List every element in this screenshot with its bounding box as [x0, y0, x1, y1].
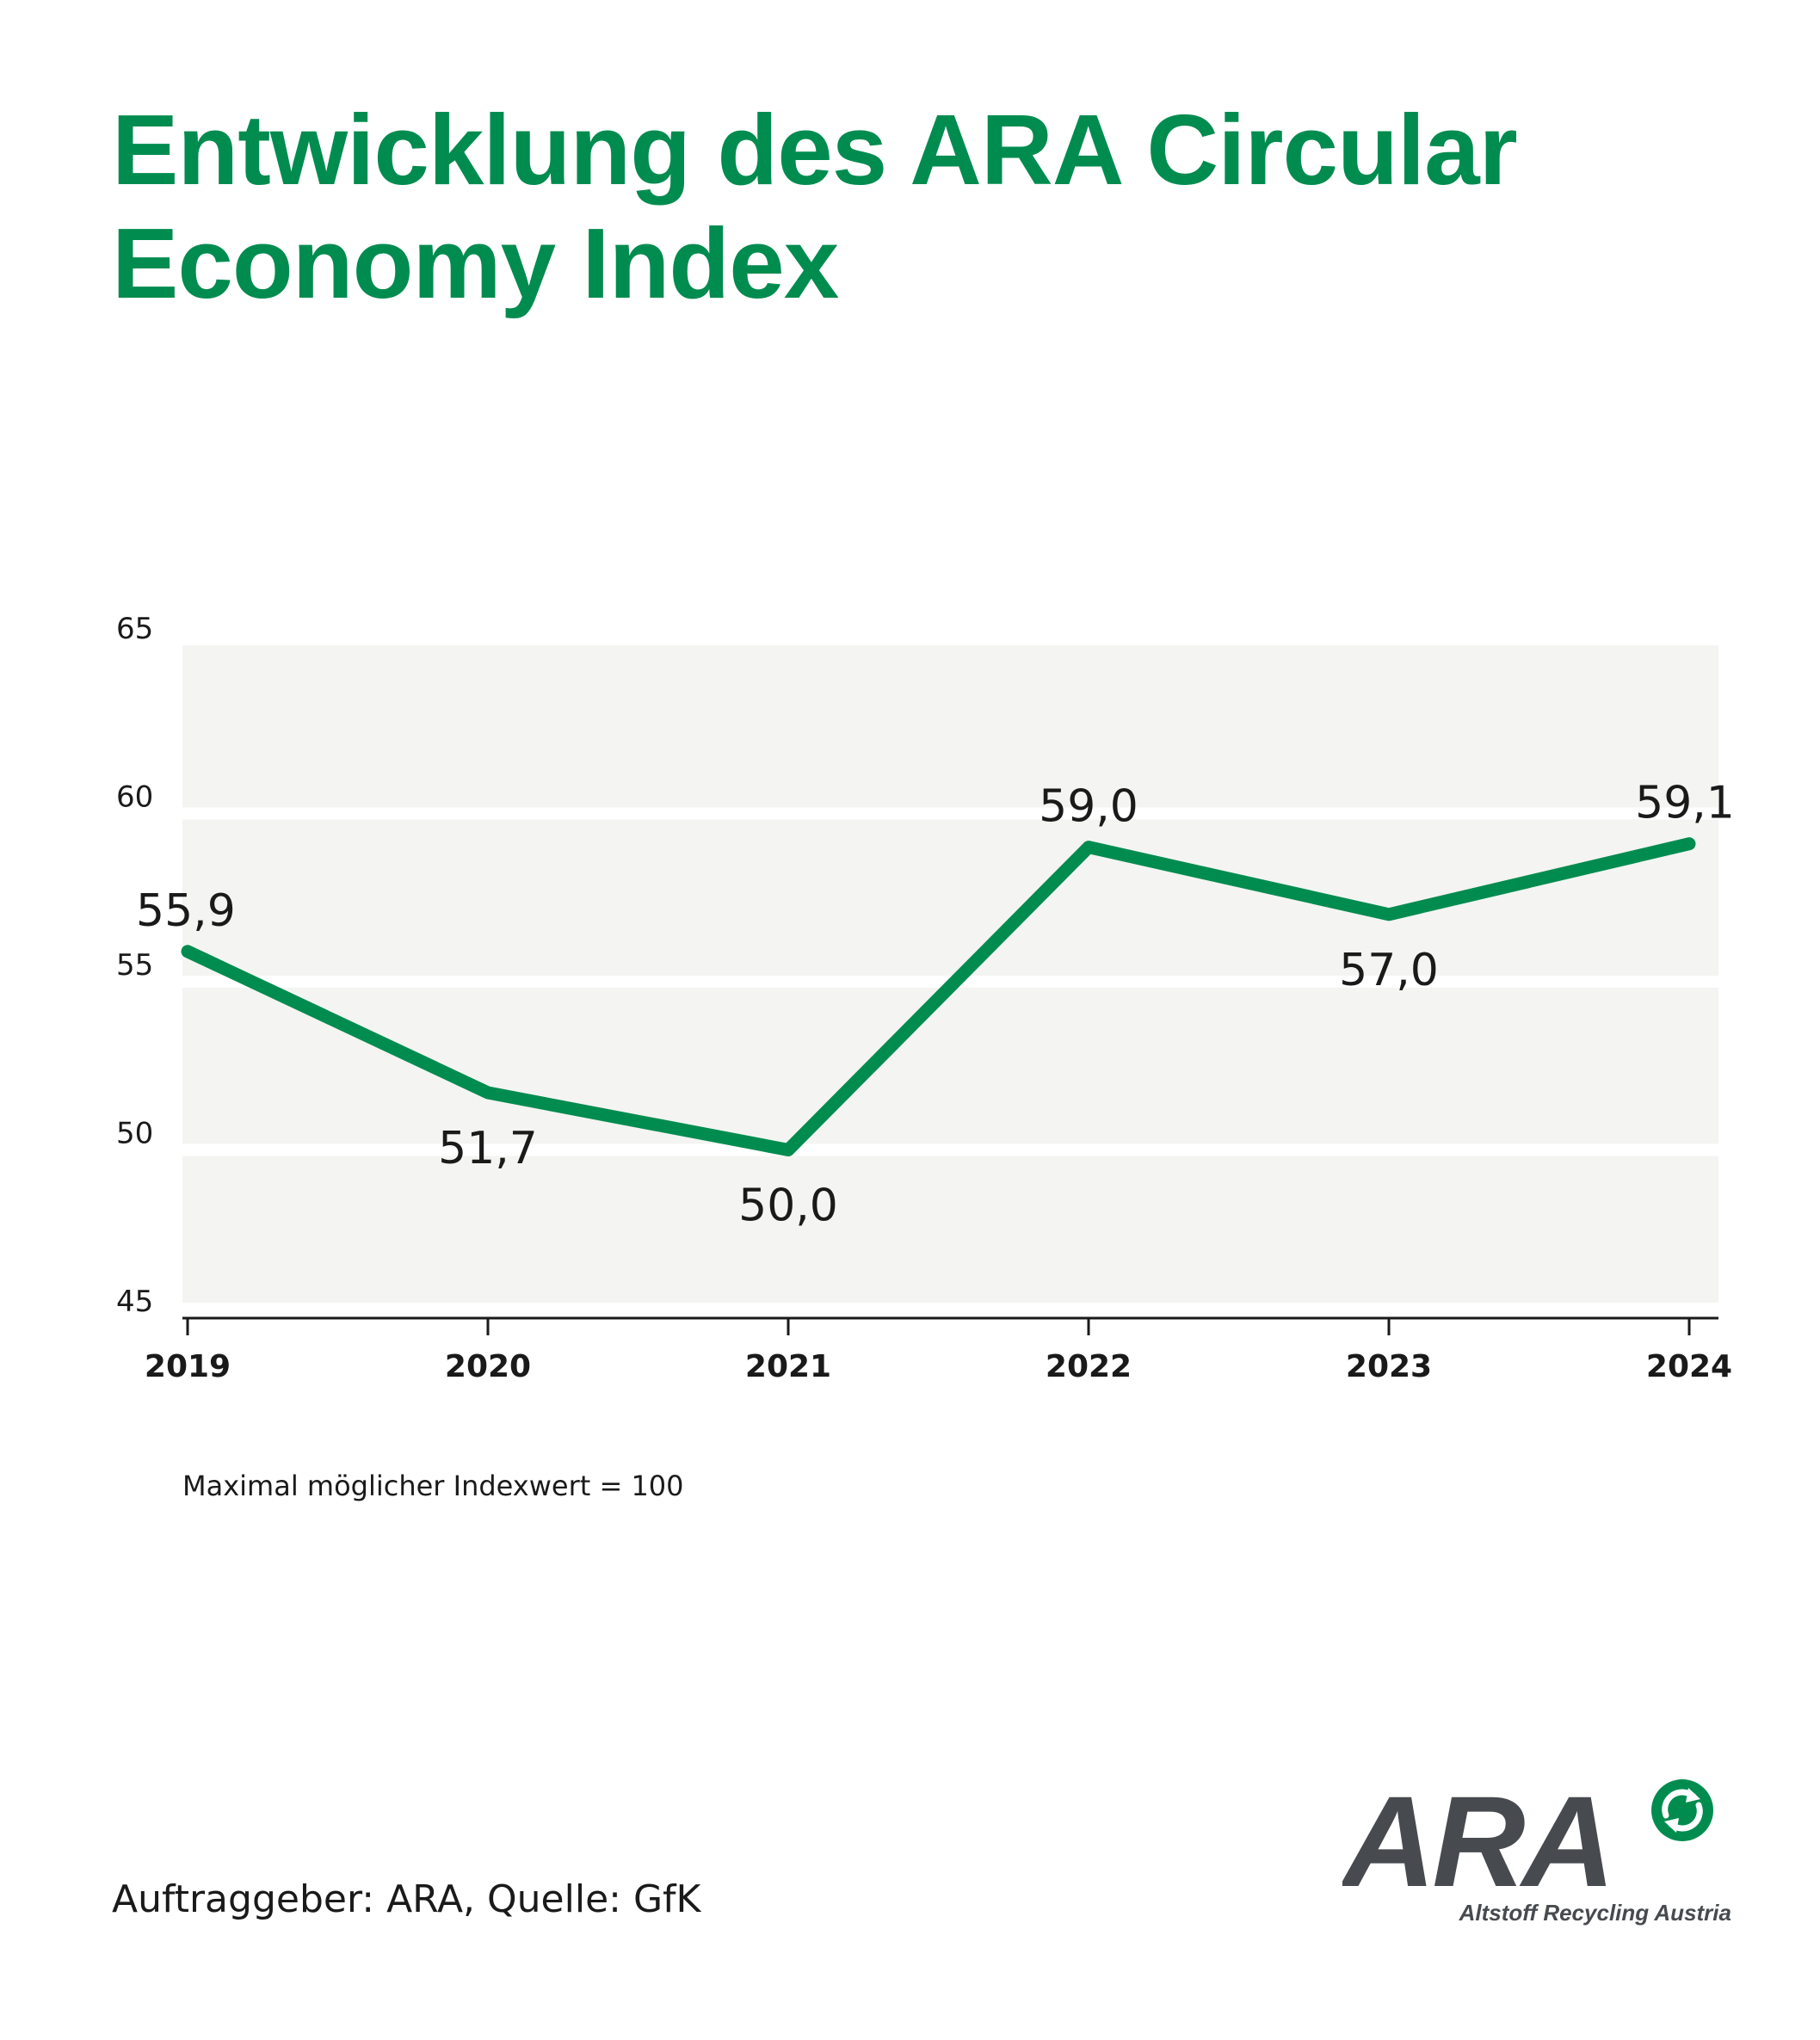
y-tick-label: 60	[116, 780, 153, 815]
x-axis-tick-labels: 2019 2020 2021 2022 2023 2024	[145, 1349, 1732, 1384]
logo-tagline: Altstoff Recycling Austria	[1459, 1900, 1731, 1926]
plot-band	[182, 988, 1718, 1144]
x-tick-label: 2021	[745, 1349, 831, 1384]
data-labels: 55,9 51,7 50,0 59,0 57,0 59,1	[136, 778, 1735, 1232]
logo-wordmark: ARA	[1342, 1772, 1612, 1914]
data-label: 59,0	[1039, 781, 1138, 833]
recycling-arrows-icon	[1651, 1779, 1713, 1841]
data-label: 55,9	[136, 885, 236, 937]
x-tick-label: 2019	[145, 1349, 231, 1384]
chart-title: Entwicklung des ARA Circular Economy Ind…	[112, 94, 1518, 319]
source-credit: Auftraggeber: ARA, Quelle: GfK	[112, 1877, 701, 1921]
plot-band	[182, 645, 1718, 808]
y-tick-label: 50	[116, 1117, 153, 1151]
series-line	[181, 837, 1696, 1156]
line-chart: 45 50 55 60 65 2019 2020 2021 2022 2023 2024 55,9…	[116, 612, 1735, 1384]
y-tick-label: 65	[116, 612, 153, 646]
data-label: 59,1	[1635, 778, 1735, 829]
ara-logo: ARA Altstoff Recycling Austria	[1342, 1772, 1731, 1926]
x-tick-label: 2020	[445, 1349, 531, 1384]
x-tick-label: 2024	[1646, 1349, 1732, 1384]
x-tick-label: 2023	[1346, 1349, 1432, 1384]
x-axis-ticks	[186, 1318, 1691, 1335]
data-label: 51,7	[438, 1123, 538, 1174]
plot-band	[182, 1156, 1718, 1303]
y-tick-label: 55	[116, 948, 153, 983]
data-label: 57,0	[1339, 945, 1439, 996]
x-tick-label: 2022	[1046, 1349, 1132, 1384]
chart-note: Maximal möglicher Indexwert = 100	[182, 1470, 684, 1502]
data-label: 50,0	[738, 1180, 838, 1232]
y-axis-tick-labels: 45 50 55 60 65	[116, 612, 153, 1319]
y-tick-label: 45	[116, 1285, 153, 1319]
plot-bands	[182, 645, 1718, 1303]
